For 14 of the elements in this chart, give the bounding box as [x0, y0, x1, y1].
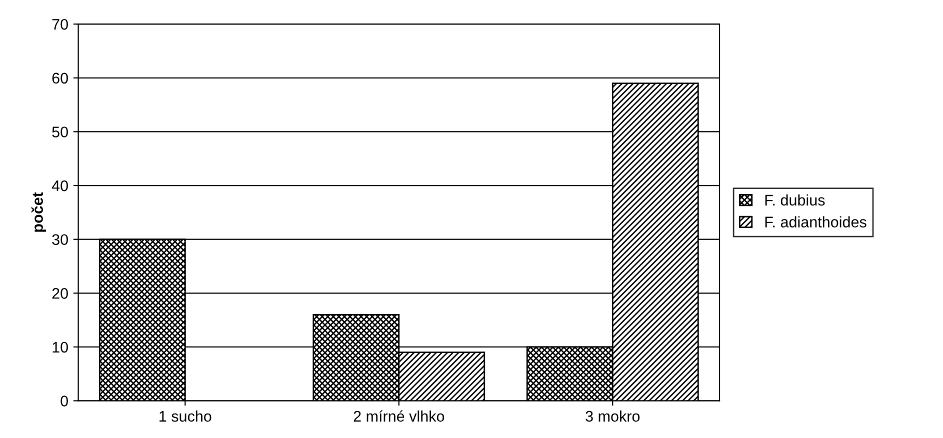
y-tick-label: 10 — [52, 342, 68, 353]
y-tick-label: 40 — [52, 180, 68, 192]
y-tick-label: 50 — [52, 126, 68, 138]
y-axis-title: počet — [31, 192, 46, 232]
y-tick-label: 0 — [60, 396, 68, 406]
y-tick-label: 30 — [52, 234, 68, 246]
x-tick-label: 2 mírné vlhko — [354, 410, 444, 422]
legend-label: F. adianthoides — [765, 216, 866, 228]
y-tick-label: 60 — [52, 72, 68, 84]
x-tick-label: 1 sucho — [160, 410, 212, 422]
legend-label: F. dubius — [765, 194, 825, 206]
y-tick-label: 20 — [52, 288, 68, 299]
y-tick-label: 70 — [52, 18, 68, 30]
x-tick-label: 3 mokro — [586, 410, 640, 422]
